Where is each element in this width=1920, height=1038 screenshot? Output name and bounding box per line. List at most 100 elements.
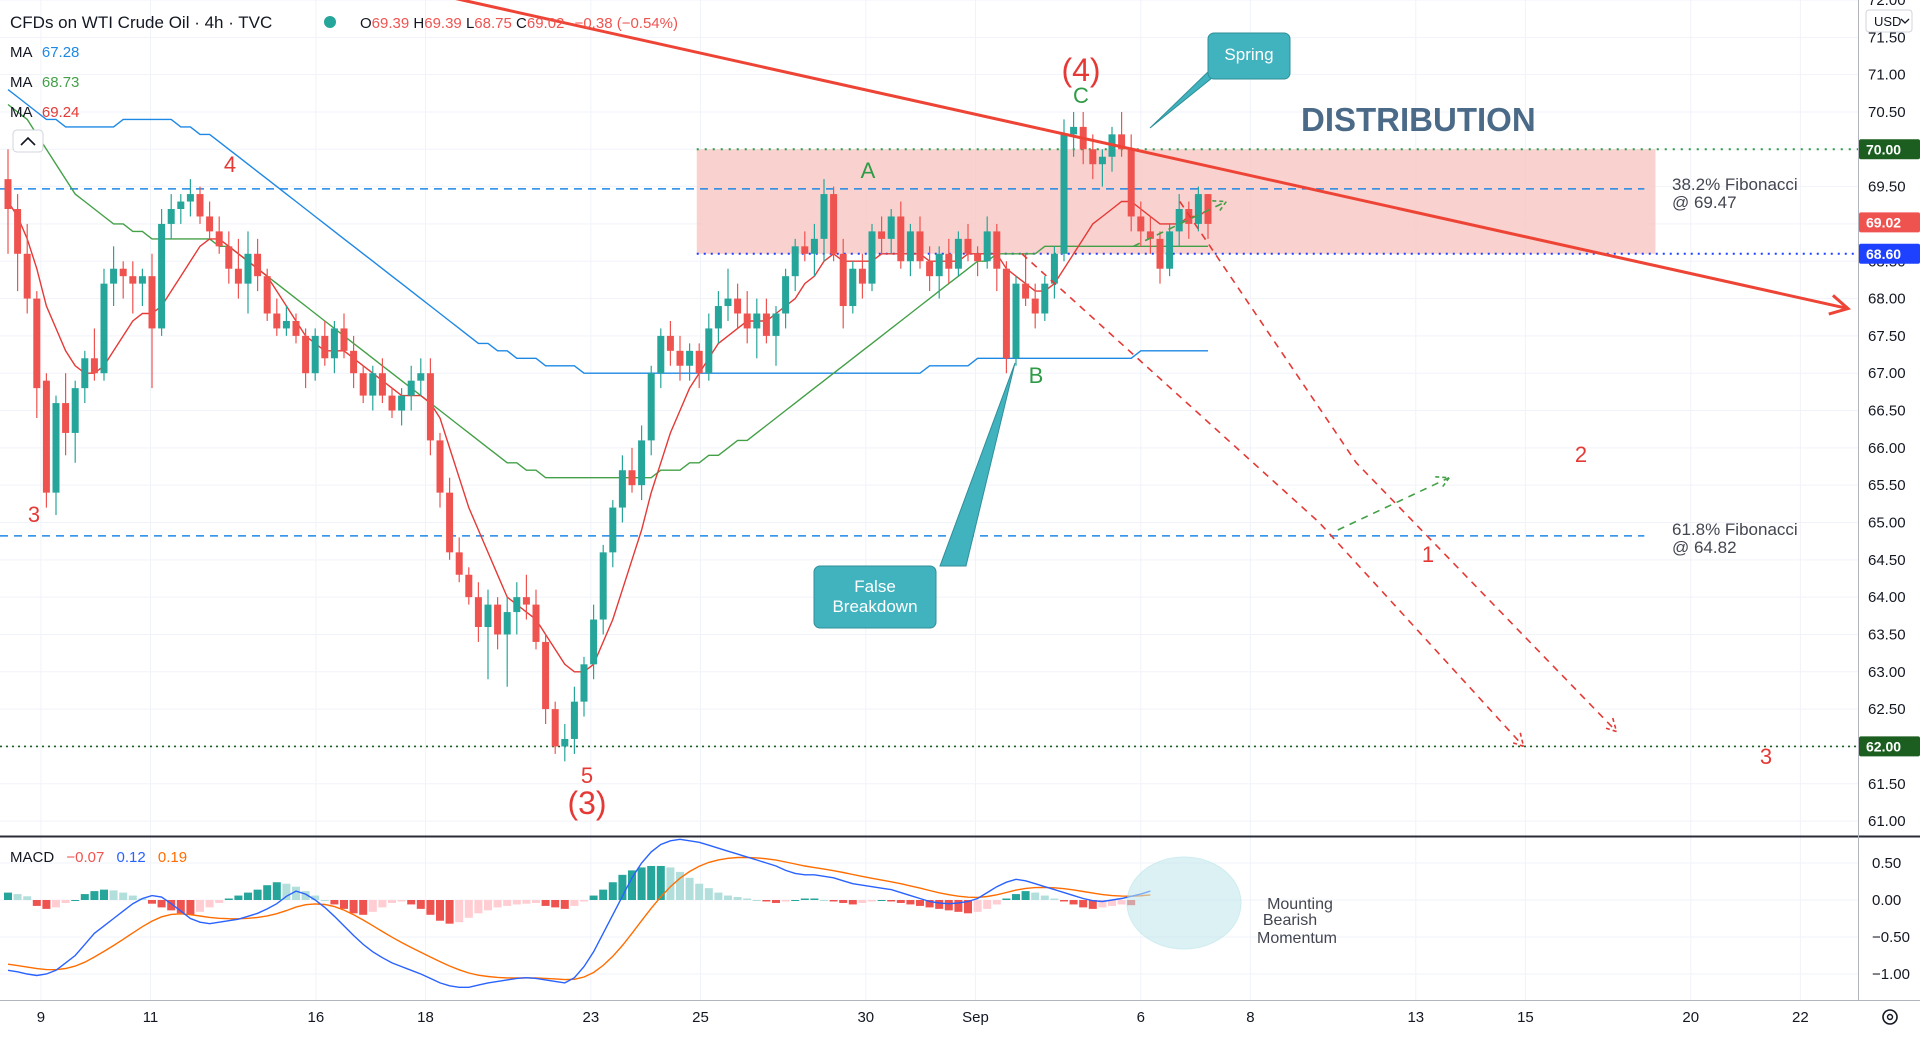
wave-4-left: 4 bbox=[224, 152, 236, 177]
macd-hist-value: −0.07 bbox=[66, 849, 104, 866]
macd-hist-bar bbox=[896, 900, 905, 903]
macd-hist-bar bbox=[42, 900, 51, 909]
candle-body bbox=[378, 373, 386, 396]
candle-body bbox=[311, 335, 319, 374]
ma1-legend[interactable]: MA 67.28 bbox=[10, 44, 79, 61]
candle-body bbox=[993, 231, 1001, 269]
wave-B: B bbox=[1029, 363, 1044, 388]
macd-legend-text[interactable]: MACD −0.07 0.12 0.19 bbox=[10, 849, 187, 866]
candle-body bbox=[1050, 253, 1058, 284]
ma-slow-line bbox=[7, 89, 1208, 374]
macd-hist-bar bbox=[935, 900, 944, 909]
gear-center bbox=[1886, 1013, 1894, 1021]
macd-hist-bar bbox=[196, 900, 204, 912]
candle-body bbox=[359, 373, 367, 396]
macd-hist-bar bbox=[13, 894, 22, 900]
macd-hist-bar bbox=[224, 898, 233, 900]
macd-hist-bar bbox=[560, 900, 569, 909]
macd-hist-bar bbox=[244, 892, 252, 900]
candle-body bbox=[1070, 126, 1078, 135]
macd-hist-bar bbox=[272, 882, 281, 900]
candle-body bbox=[81, 358, 89, 389]
key-levels bbox=[0, 148, 1858, 748]
macd-hist-bar bbox=[877, 900, 886, 901]
candle-body bbox=[513, 597, 521, 613]
candle-body bbox=[484, 604, 492, 627]
price-tick-label: 67.50 bbox=[1868, 328, 1906, 345]
price-tick-label: 61.50 bbox=[1868, 776, 1906, 793]
price-badge-label: 70.00 bbox=[1866, 141, 1901, 157]
projection-path-2 bbox=[1179, 201, 1618, 733]
currency-selector[interactable]: USD bbox=[1865, 9, 1913, 33]
macd-hist-bar bbox=[253, 889, 262, 900]
candle-body bbox=[542, 641, 550, 710]
fib-382-value: @ 69.47 bbox=[1672, 193, 1737, 212]
candle-body bbox=[1137, 216, 1145, 232]
candle-body bbox=[494, 604, 502, 635]
macd-hist-bar bbox=[484, 900, 492, 911]
macd-hist-bar bbox=[186, 900, 195, 915]
macd-hist-bar bbox=[820, 900, 828, 901]
macd-hist-bar bbox=[71, 900, 80, 901]
price-badge-bg bbox=[1859, 212, 1920, 233]
candle-body bbox=[1146, 231, 1154, 239]
macd-hist-bar bbox=[868, 900, 876, 902]
macd-hist-bar bbox=[608, 882, 617, 900]
macd-hist-bar bbox=[983, 900, 992, 909]
macd-hist-bar bbox=[1088, 900, 1097, 909]
wave-C: C bbox=[1073, 83, 1089, 108]
ma2-legend[interactable]: MA 68.73 bbox=[10, 74, 79, 91]
wave-4-major: (4) bbox=[1061, 52, 1100, 88]
projection-bounce-arrow bbox=[1435, 476, 1451, 490]
macd-hist-bar bbox=[1031, 892, 1040, 900]
time-axis[interactable]: 9 11 16 18 23 25 30 Sep 6 8 13 15 20 22 bbox=[37, 1009, 1809, 1026]
macd-hist-bar bbox=[1108, 900, 1116, 906]
trendline-arrowhead bbox=[1828, 294, 1852, 316]
price-badge-bg bbox=[1859, 139, 1920, 160]
macd-hist-bar bbox=[1069, 900, 1078, 905]
price-tick-label: 63.50 bbox=[1868, 626, 1906, 643]
candle-body bbox=[90, 358, 98, 374]
collapse-legend-button[interactable] bbox=[12, 129, 44, 153]
macd-hist-bar bbox=[1002, 898, 1011, 900]
macd-hist-bar bbox=[1117, 900, 1126, 905]
candle-body bbox=[551, 709, 559, 747]
macd-hist-bar bbox=[589, 895, 598, 900]
macd-hist-bar bbox=[925, 900, 934, 908]
macd-hist-bar bbox=[80, 894, 89, 900]
time-tick-label: 30 bbox=[857, 1009, 874, 1026]
price-tick-label: 66.50 bbox=[1868, 403, 1906, 420]
macd-legend: MACD −0.07 0.12 0.19 bbox=[10, 849, 187, 866]
price-tick-label: 64.50 bbox=[1868, 552, 1906, 569]
candle-body bbox=[590, 619, 598, 665]
candle-body bbox=[1098, 156, 1106, 165]
candle-body bbox=[1118, 134, 1126, 150]
macd-hist-bar bbox=[157, 900, 166, 908]
macd-hist-bar bbox=[215, 900, 224, 903]
macd-hist-bar bbox=[743, 898, 752, 900]
macd-hist-bar bbox=[570, 900, 579, 906]
candle-body bbox=[647, 373, 655, 441]
candle-body bbox=[1002, 268, 1010, 359]
time-tick-label: Sep bbox=[962, 1009, 989, 1026]
candle-body bbox=[426, 373, 434, 441]
ma3-legend[interactable]: MA 69.24 bbox=[10, 104, 79, 121]
candle-body bbox=[446, 492, 454, 553]
macd-hist-bar bbox=[762, 900, 771, 902]
candle-body bbox=[225, 246, 233, 269]
macd-hist-bar bbox=[436, 900, 444, 921]
settings-button[interactable] bbox=[1882, 1009, 1898, 1025]
macd-hist-bar bbox=[839, 900, 848, 903]
market-status-icon bbox=[324, 16, 336, 28]
macd-hist-bar bbox=[800, 898, 809, 900]
candle-body bbox=[206, 216, 214, 232]
candle-body bbox=[158, 223, 166, 329]
macd-hist-bar bbox=[1060, 900, 1068, 902]
price-tick-label: 61.00 bbox=[1868, 813, 1906, 830]
macd-hist-bar bbox=[349, 900, 358, 914]
macd-hist-bar bbox=[551, 900, 560, 908]
symbol-title[interactable]: CFDs on WTI Crude Oil · 4h · TVC bbox=[10, 13, 272, 32]
price-tick-label: 65.00 bbox=[1868, 515, 1906, 532]
candle-body bbox=[734, 298, 742, 314]
